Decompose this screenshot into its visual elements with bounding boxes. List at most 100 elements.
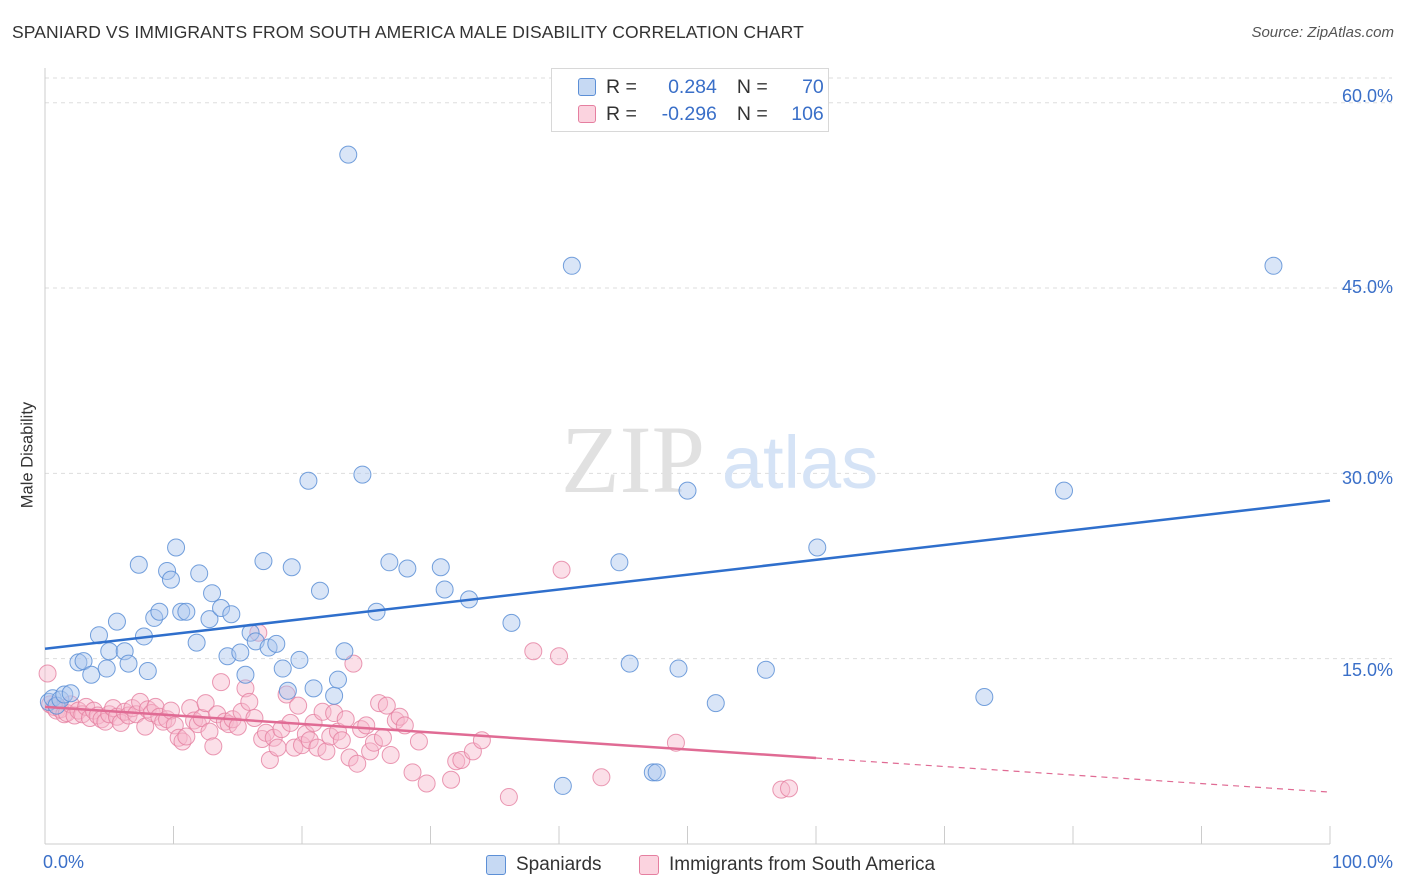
spaniards-point-26: [190, 564, 209, 583]
spaniards-point-11: [100, 642, 119, 661]
immigrants-point-92: [403, 763, 422, 782]
immigrants-point-86: [373, 728, 392, 747]
immigrants-point-52: [236, 679, 255, 698]
spaniards-point-43: [299, 471, 318, 490]
legend-r-value: -0.296: [661, 102, 717, 125]
spaniards-point-5: [61, 684, 80, 703]
spaniards-point-57: [502, 613, 521, 632]
spaniards-point-24: [177, 602, 196, 621]
series-spaniards-points: [39, 145, 1283, 795]
legend-row-immigrants: R = -0.296 N = 106: [552, 100, 824, 128]
spaniards-point-50: [353, 465, 372, 484]
spaniards-point-29: [212, 599, 231, 618]
spaniards-point-21: [161, 570, 180, 589]
spaniards-point-53: [398, 559, 417, 578]
immigrants-point-93: [409, 732, 428, 751]
spaniards-point-20: [158, 561, 177, 580]
immigrants-point-54: [245, 708, 264, 727]
chart-source: Source: ZipAtlas.com: [1251, 24, 1394, 41]
immigrants-point-60: [268, 738, 287, 757]
immigrants-point-44: [204, 737, 223, 756]
y-tick-label-60: 60.0%: [1341, 86, 1393, 106]
immigrants-point-88: [381, 746, 400, 765]
immigrants-point-100: [499, 788, 518, 807]
axes: [44, 68, 1331, 845]
spaniards-point-14: [119, 654, 138, 673]
spaniards-point-52: [380, 553, 399, 572]
spaniards-point-28: [203, 584, 222, 603]
immigrants-point-53: [240, 692, 259, 711]
spaniards-trend-line: [44, 499, 1331, 651]
immigrants-point-65: [289, 696, 308, 715]
immigrants-trend-line: [44, 705, 817, 760]
immigrants-point-46: [212, 673, 231, 692]
legend-r-value: 0.284: [668, 75, 717, 98]
spaniards-point-4: [55, 685, 74, 704]
immigrants-point-102: [550, 647, 568, 666]
spaniards-point-48: [335, 642, 354, 661]
immigrants-point-72: [317, 742, 336, 761]
spaniards-point-58: [553, 776, 572, 795]
spaniards-point-59: [562, 256, 581, 275]
spaniards-point-25: [187, 633, 206, 652]
immigrants-point-94: [417, 774, 436, 793]
immigrants-point-61: [272, 720, 291, 739]
legend-swatch-pink: [578, 105, 596, 123]
spaniards-point-66: [706, 694, 725, 713]
spaniards-point-70: [1055, 481, 1074, 500]
immigrants-point-70: [308, 738, 327, 757]
spaniards-point-15: [129, 555, 148, 574]
spaniards-point-62: [643, 763, 662, 782]
spaniards-point-67: [756, 660, 775, 679]
watermark-zip: ZIP: [561, 406, 705, 513]
spaniards-point-55: [435, 580, 454, 599]
spaniards-point-7: [74, 652, 93, 671]
legend-swatch-blue: [578, 78, 596, 96]
spaniards-point-42: [290, 650, 309, 669]
spaniards-point-32: [231, 643, 250, 662]
spaniards-point-45: [310, 581, 329, 600]
spaniards-point-10: [97, 659, 116, 678]
immigrants-point-87: [377, 696, 396, 715]
spaniards-point-27: [200, 610, 219, 629]
spaniards-point-41: [282, 558, 301, 577]
legend-n-value: 70: [802, 75, 824, 98]
spaniards-point-19: [150, 602, 169, 621]
legend-item-spaniards[interactable]: Spaniards: [486, 851, 602, 879]
spaniards-point-60: [610, 553, 629, 572]
immigrants-point-90: [390, 707, 409, 726]
immigrants-point-84: [364, 733, 383, 752]
y-tick-label-45: 45.0%: [1341, 277, 1393, 297]
spaniards-point-71: [1264, 256, 1283, 275]
legend-row-spaniards: R = 0.284 N = 70: [552, 73, 824, 101]
immigrants-point-79: [344, 654, 363, 673]
legend-item-immigrants[interactable]: Immigrants from South America: [639, 851, 935, 879]
immigrants-trend-extension: [815, 757, 1331, 793]
correlation-legend: R = 0.284 N = 70 R = -0.296 N = 106: [551, 68, 829, 132]
spaniards-point-12: [107, 612, 126, 631]
y-tick-label-15: 15.0%: [1341, 660, 1393, 680]
immigrants-point-42: [196, 694, 215, 713]
spaniards-point-63: [647, 763, 666, 782]
spaniards-point-61: [620, 654, 639, 673]
spaniards-point-46: [325, 686, 344, 705]
y-tick-label-30: 30.0%: [1341, 468, 1393, 488]
spaniards-point-23: [172, 602, 191, 621]
immigrants-point-82: [357, 716, 376, 735]
legend-swatch-spaniards: [486, 855, 506, 875]
immigrants-point-20: [111, 713, 130, 732]
x-tick-label-min: 0.0%: [43, 852, 85, 872]
spaniards-point-44: [304, 679, 323, 698]
legend-label-spaniards: Spaniards: [516, 854, 602, 875]
immigrants-point-105: [666, 733, 685, 752]
spaniards-point-68: [808, 538, 827, 557]
immigrants-point-76: [332, 731, 351, 750]
immigrants-point-0: [38, 664, 57, 683]
immigrants-point-83: [361, 742, 380, 761]
series-legend: Spaniards Immigrants from South America: [0, 851, 1406, 879]
spaniards-point-69: [975, 687, 994, 706]
immigrants-point-101: [524, 642, 543, 661]
immigrants-point-103: [552, 560, 571, 579]
legend-label-immigrants: Immigrants from South America: [669, 854, 936, 875]
